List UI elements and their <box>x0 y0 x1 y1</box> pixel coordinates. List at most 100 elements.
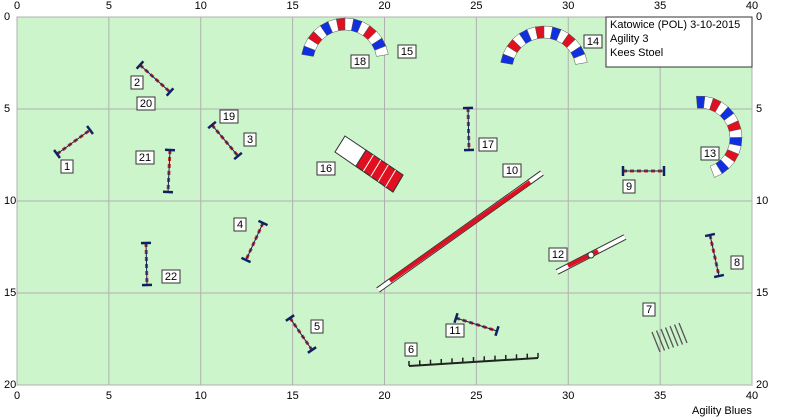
y-tick-label: 0 <box>756 11 762 23</box>
chute-stripe <box>370 159 382 177</box>
obstacle-label: 16 <box>320 163 332 175</box>
y-tick-label: 15 <box>4 287 16 299</box>
y-tick-label: 20 <box>4 379 16 391</box>
jump-pole <box>709 234 720 277</box>
x-tick-label: 20 <box>378 390 390 402</box>
obstacle-label: 15 <box>401 46 413 58</box>
label-box <box>243 132 257 147</box>
y-tick-label: 0 <box>4 11 10 23</box>
label-box <box>642 302 656 317</box>
label-box <box>622 179 636 194</box>
info-box <box>605 16 753 68</box>
x-tick-label: 25 <box>470 390 482 402</box>
obstacle-label: 6 <box>408 344 414 356</box>
jump-pole <box>455 317 498 332</box>
weave-base <box>408 357 539 367</box>
jump-pole <box>56 129 91 155</box>
label-box <box>161 269 181 284</box>
x-tick-label: 30 <box>562 390 574 402</box>
tunnel-segment <box>374 45 389 57</box>
y-tick-label: 5 <box>756 103 762 115</box>
obstacle-label: 19 <box>223 111 235 123</box>
label-box <box>397 44 417 59</box>
jump-pole <box>289 317 313 351</box>
x-tick-label: 15 <box>287 390 299 402</box>
obstacle-label: 4 <box>237 219 243 231</box>
tire-bar <box>651 331 661 353</box>
x-tick-label: 20 <box>378 0 390 12</box>
x-tick-label: 0 <box>14 0 20 12</box>
footer: Agility Blues <box>692 405 752 417</box>
chute-fabric <box>355 149 404 193</box>
obstacle-label: 8 <box>734 257 740 269</box>
jump-pole <box>211 124 239 157</box>
x-tick-label: 10 <box>195 0 207 12</box>
jump-pole <box>145 242 148 286</box>
label-box <box>136 96 156 111</box>
y-tick-label: 20 <box>756 379 768 391</box>
tire-bar <box>669 325 679 347</box>
label-box <box>502 163 522 178</box>
tire-bar <box>660 328 670 350</box>
tunnel-segment <box>573 53 588 65</box>
x-tick-label: 40 <box>746 390 758 402</box>
obstacle-label: 3 <box>247 134 253 146</box>
obstacle-label: 20 <box>140 98 152 110</box>
y-tick-label: 10 <box>4 195 16 207</box>
teeter-pivot <box>587 251 595 259</box>
chute-stripe <box>362 154 374 172</box>
obstacle-label: 22 <box>165 271 177 283</box>
label-box <box>445 323 465 338</box>
obstacle-label: 17 <box>482 139 494 151</box>
tire-bar <box>655 330 666 351</box>
label-box <box>583 34 603 49</box>
obstacle-label: 5 <box>314 321 320 333</box>
jump-pole <box>139 64 171 93</box>
label-box <box>135 150 155 165</box>
chute-stripe <box>377 164 389 182</box>
jump-pole <box>167 149 171 193</box>
tire-bar <box>678 322 688 344</box>
obstacles <box>53 17 743 367</box>
chute-stripe <box>385 169 397 188</box>
obstacle-label: 18 <box>354 56 366 68</box>
obstacle-label: 9 <box>626 181 632 193</box>
tire-bar <box>673 324 684 345</box>
label-box <box>316 161 336 176</box>
tunnel-segment <box>709 163 723 178</box>
x-tick-label: 0 <box>14 390 20 402</box>
label-box <box>310 319 324 334</box>
label-box <box>219 109 239 124</box>
label-box <box>730 255 744 270</box>
info-line: Katowice (POL) 3-10-2015 <box>610 19 740 31</box>
x-tick-label: 5 <box>106 390 112 402</box>
obstacle-label: 10 <box>506 165 518 177</box>
tire-bar <box>664 327 675 348</box>
jump-pole <box>245 222 264 261</box>
x-tick-label: 40 <box>746 0 758 12</box>
y-tick-label: 5 <box>4 103 10 115</box>
x-tick-label: 30 <box>562 0 574 12</box>
label-box <box>478 137 498 152</box>
x-tick-label: 35 <box>654 390 666 402</box>
obstacle-label: 14 <box>587 36 599 48</box>
info-line: Kees Stoel <box>610 47 663 59</box>
obstacle-label: 2 <box>134 77 140 89</box>
label-box <box>60 159 74 174</box>
x-tick-label: 10 <box>195 390 207 402</box>
label-box <box>700 146 720 161</box>
y-tick-label: 15 <box>756 287 768 299</box>
label-box <box>548 247 568 262</box>
obstacle-label: 13 <box>704 148 716 160</box>
obstacle-label: 7 <box>646 304 652 316</box>
x-tick-label: 35 <box>654 0 666 12</box>
y-tick-label: 10 <box>756 195 768 207</box>
info-line: Agility 3 <box>610 33 649 45</box>
label-box <box>350 54 370 69</box>
label-box <box>130 75 144 90</box>
obstacle-label: 1 <box>64 161 70 173</box>
label-box <box>233 217 247 232</box>
dogwalk-plank <box>388 180 532 283</box>
